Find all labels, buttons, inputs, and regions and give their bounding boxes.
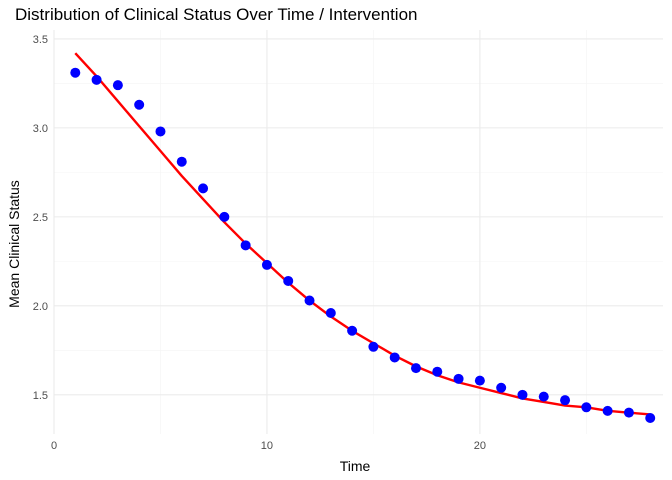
y-tick-label: 1.5: [33, 390, 48, 402]
data-point: [91, 74, 102, 85]
data-point: [389, 352, 400, 363]
data-point: [155, 126, 166, 137]
tick-labels: 0 10 20 1.5 2.0 2.5 3.0 3.5: [33, 34, 486, 452]
x-axis-title: Time: [340, 458, 371, 474]
fit-line: [74, 52, 651, 416]
data-point: [261, 259, 272, 270]
data-point: [432, 366, 443, 377]
data-point: [496, 382, 507, 393]
chart-title: Distribution of Clinical Status Over Tim…: [15, 5, 418, 24]
data-point: [198, 183, 209, 194]
data-point: [602, 405, 613, 416]
data-point: [645, 412, 656, 423]
points-layer: [70, 67, 656, 423]
x-tick-label: 0: [51, 440, 57, 452]
data-point: [368, 341, 379, 352]
data-point: [538, 391, 549, 402]
x-tick-label: 20: [474, 440, 486, 452]
data-point: [304, 295, 315, 306]
data-point: [410, 363, 421, 374]
data-point: [283, 275, 294, 286]
grid: [53, 30, 663, 434]
data-point: [325, 307, 336, 318]
y-axis-title: Mean Clinical Status: [6, 180, 22, 308]
data-point: [240, 240, 251, 251]
y-tick-label: 2.0: [33, 301, 48, 313]
data-point: [176, 156, 187, 167]
data-point: [623, 407, 634, 418]
data-point: [112, 80, 123, 91]
y-tick-label: 2.5: [33, 212, 48, 224]
data-point: [347, 325, 358, 336]
data-point: [474, 375, 485, 386]
data-point: [517, 389, 528, 400]
data-point: [581, 402, 592, 413]
data-point: [70, 67, 81, 78]
fit-line-layer: [74, 52, 651, 416]
x-tick-label: 10: [261, 440, 273, 452]
data-point: [219, 211, 230, 222]
data-point: [453, 373, 464, 384]
y-tick-label: 3.0: [33, 123, 48, 135]
y-tick-label: 3.5: [33, 34, 48, 46]
data-point: [560, 395, 571, 406]
data-point: [134, 99, 145, 110]
